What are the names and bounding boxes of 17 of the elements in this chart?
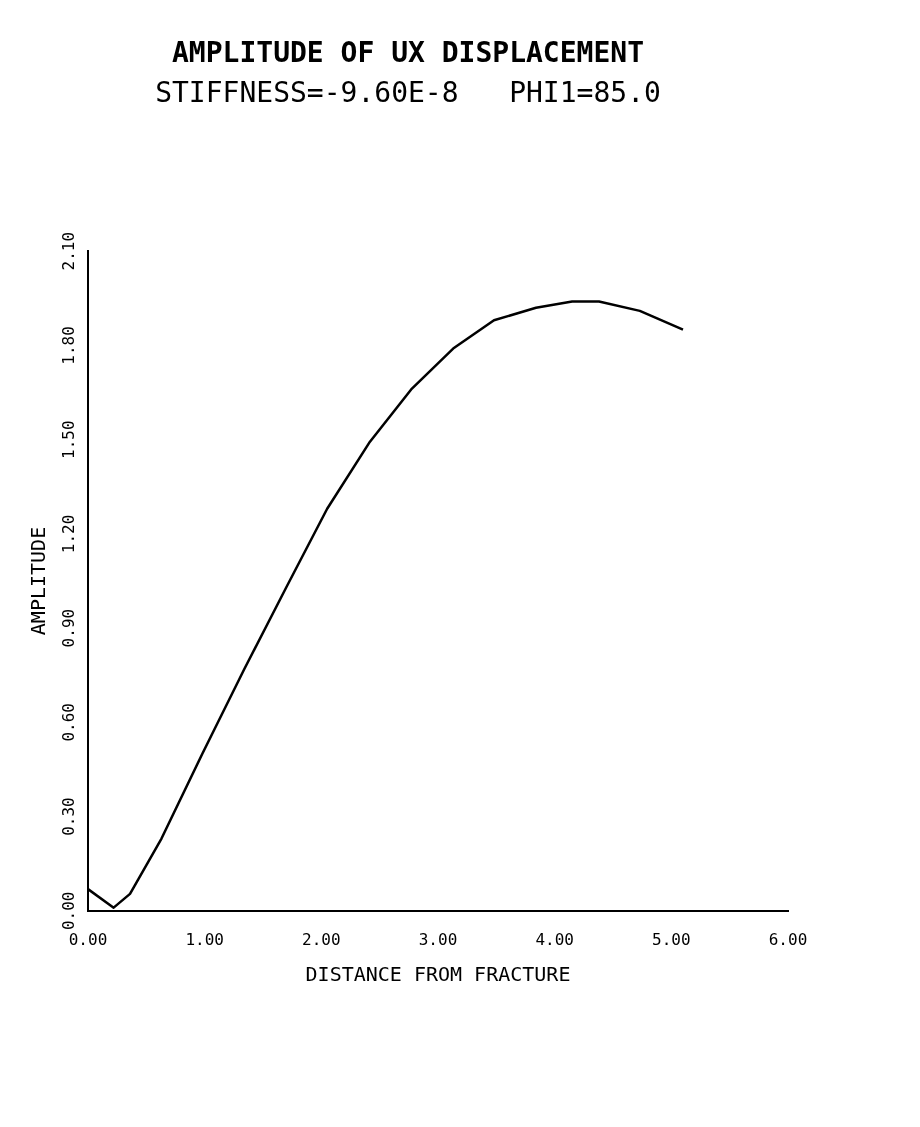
y-tick-label: 1.50 [59, 420, 79, 459]
x-tick-label: 3.00 [418, 929, 458, 949]
x-tick-label: 2.00 [302, 929, 341, 949]
y-tick-label: 0.30 [59, 797, 79, 836]
x-tick-label: 6.00 [768, 929, 808, 949]
x-tick-label: 4.00 [535, 929, 574, 949]
chart-subtitle: STIFFNESS=-9.60E-8 PHI1=85.0 [155, 75, 661, 109]
y-tick-label: 0.90 [59, 608, 79, 648]
y-axis-title: AMPLITUDE [26, 526, 51, 636]
y-tick-label: 0.60 [59, 703, 79, 742]
y-tick-label: 1.80 [59, 326, 79, 365]
x-tick-label: 5.00 [652, 929, 691, 949]
x-tick-label: 1.00 [185, 929, 224, 949]
x-axis-title: DISTANCE FROM FRACTURE [305, 962, 571, 987]
y-tick-label: 2.10 [59, 231, 79, 271]
chart-title: AMPLITUDE OF UX DISPLACEMENT [171, 36, 645, 70]
y-tick-label: 1.20 [59, 514, 79, 554]
